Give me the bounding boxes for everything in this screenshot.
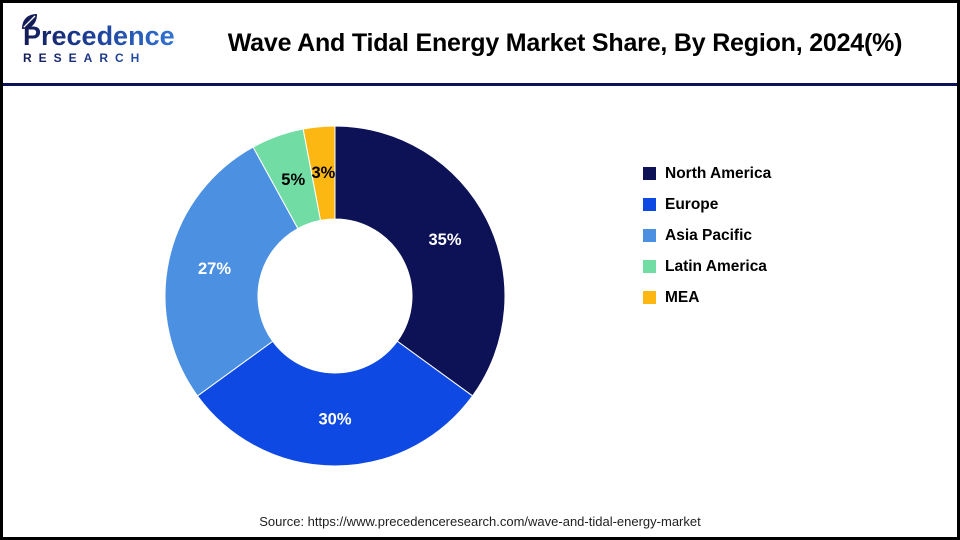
donut-slice-asia-pacific — [164, 146, 299, 397]
leaf-icon — [22, 13, 37, 29]
legend-swatch-north-america — [643, 167, 656, 180]
source-line: Source: https://www.precedenceresearch.c… — [3, 514, 957, 529]
legend-label: Latin America — [665, 257, 767, 275]
slice-label-europe: 30% — [318, 411, 351, 429]
chart-legend: North America Europe Asia Pacific Latin Ame… — [643, 158, 771, 313]
slice-label-latin-america: 5% — [281, 171, 305, 189]
logo-wordmark-text: Precedence — [23, 20, 175, 51]
donut-slice-europe — [196, 340, 474, 467]
slice-label-north-america: 35% — [428, 231, 461, 249]
logo-subtitle: RESEARCH — [23, 52, 191, 64]
donut-chart: 35% 30% 27% 5% 3% — [164, 125, 506, 467]
legend-swatch-latin-america — [643, 260, 656, 273]
legend-swatch-mea — [643, 291, 656, 304]
header: Precedence RESEARCH Wave And Tidal Energ… — [3, 3, 957, 83]
legend-label: Europe — [665, 195, 719, 213]
donut-slice-mea — [302, 125, 336, 221]
legend-item-europe: Europe — [643, 189, 771, 220]
legend-label: MEA — [665, 288, 700, 306]
header-divider — [3, 83, 957, 86]
legend-swatch-asia-pacific — [643, 229, 656, 242]
legend-item-north-america: North America — [643, 158, 771, 189]
source-text: Source: https://www.precedenceresearch.c… — [259, 514, 701, 529]
slice-label-asia-pacific: 27% — [198, 260, 231, 278]
page-title: Wave And Tidal Energy Market Share, By R… — [227, 28, 903, 57]
legend-item-mea: MEA — [643, 282, 771, 313]
legend-item-asia-pacific: Asia Pacific — [643, 220, 771, 251]
donut-slice-north-america — [334, 125, 506, 397]
legend-label: North America — [665, 164, 772, 182]
legend-item-latin-america: Latin America — [643, 251, 771, 282]
legend-swatch-europe — [643, 198, 656, 211]
logo-wordmark: Precedence — [22, 13, 175, 51]
legend-label: Asia Pacific — [665, 226, 753, 244]
slice-label-mea: 3% — [311, 164, 335, 182]
precedence-research-logo: Precedence RESEARCH — [3, 13, 191, 64]
